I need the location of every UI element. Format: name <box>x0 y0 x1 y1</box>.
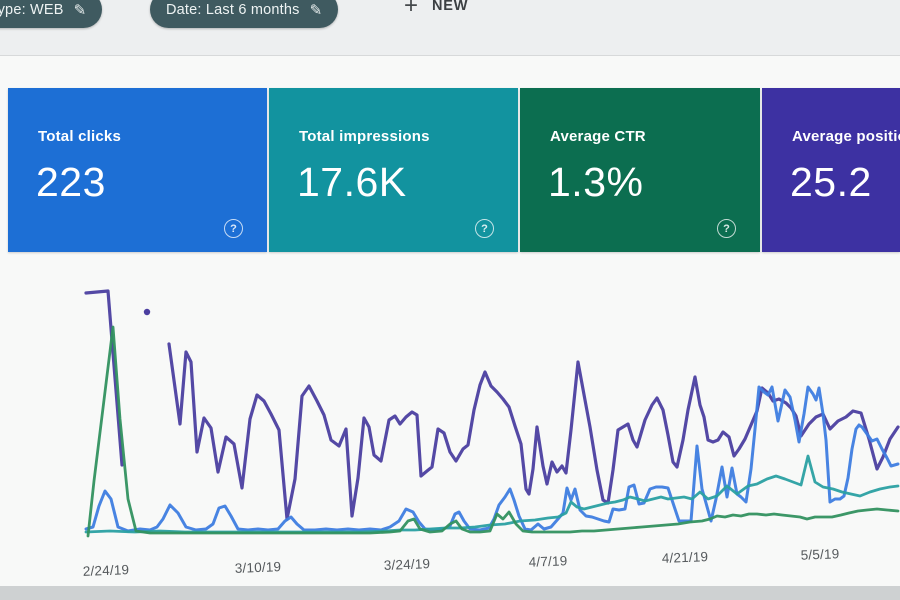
card-value: 1.3% <box>548 159 644 205</box>
new-filter-label: NEW <box>432 0 469 14</box>
filter-bar: Search type: WEB ✎ Date: Last 6 months ✎… <box>0 0 900 29</box>
date-range-filter-label: Date: Last 6 months <box>166 1 300 18</box>
average-position-card[interactable]: Average position 25.2 <box>762 88 900 252</box>
card-label: Average position <box>792 128 900 145</box>
total-clicks-card[interactable]: Total clicks 223 ? <box>8 88 267 252</box>
average-ctr-card[interactable]: Average CTR 1.3% ? <box>520 88 760 252</box>
card-label: Average CTR <box>550 128 646 145</box>
card-value: 223 <box>36 159 106 205</box>
card-value: 25.2 <box>790 159 872 205</box>
date-range-filter-chip[interactable]: Date: Last 6 months ✎ <box>150 0 339 28</box>
card-value: 17.6K <box>297 159 407 205</box>
card-label: Total impressions <box>299 128 430 145</box>
plus-icon: + <box>404 0 419 19</box>
topbar-divider <box>0 55 900 56</box>
help-icon[interactable]: ? <box>224 219 243 238</box>
card-label: Total clicks <box>38 128 121 145</box>
total-impressions-card[interactable]: Total impressions 17.6K ? <box>269 88 518 252</box>
screen-bottom-edge <box>0 586 900 600</box>
help-icon[interactable]: ? <box>475 219 494 238</box>
search-type-filter-label: Search type: WEB <box>0 1 64 18</box>
edit-pencil-icon: ✎ <box>73 1 87 19</box>
edit-pencil-icon: ✎ <box>309 1 323 19</box>
help-icon[interactable]: ? <box>717 219 736 238</box>
new-filter-button[interactable]: + NEW <box>398 0 474 23</box>
metric-cards-row: Total clicks 223 ? Total impressions 17.… <box>8 88 900 252</box>
search-type-filter-chip[interactable]: Search type: WEB ✎ <box>0 0 103 28</box>
